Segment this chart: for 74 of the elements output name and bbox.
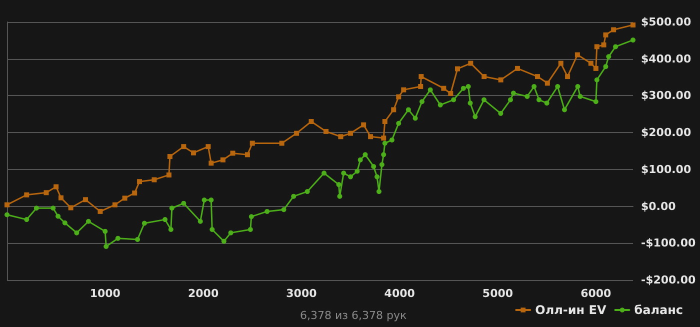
point — [535, 74, 540, 80]
point — [441, 86, 446, 91]
point — [603, 32, 608, 38]
point — [166, 172, 172, 178]
point — [498, 77, 504, 82]
point — [558, 60, 564, 66]
point — [574, 52, 580, 58]
point — [152, 177, 157, 182]
point — [382, 119, 388, 124]
point — [58, 195, 64, 200]
point — [181, 144, 186, 150]
point — [361, 122, 366, 128]
x-tick-label: 6000 — [580, 287, 612, 300]
point — [98, 208, 103, 214]
point — [308, 119, 314, 124]
point — [112, 202, 118, 208]
point — [593, 66, 598, 71]
point — [448, 91, 454, 96]
point — [68, 205, 74, 210]
y-tick-label: -$200.00 — [641, 274, 696, 286]
y-tick-label: $500.00 — [641, 16, 692, 28]
point — [24, 192, 30, 198]
point — [588, 60, 594, 66]
point — [279, 140, 284, 146]
point — [190, 150, 196, 156]
point — [244, 152, 250, 158]
y-tick-label: $0.00 — [641, 200, 676, 213]
x-tick-label: 1000 — [90, 287, 121, 300]
point — [230, 150, 236, 156]
point — [208, 160, 214, 166]
point — [44, 190, 49, 196]
point — [401, 87, 406, 92]
legend-label: баланс — [634, 303, 684, 317]
point — [611, 27, 616, 32]
x-tick-label: 3000 — [286, 287, 318, 300]
point — [167, 154, 172, 160]
point — [348, 130, 354, 136]
point — [381, 136, 386, 141]
point — [468, 60, 474, 66]
point — [122, 196, 128, 201]
point — [206, 144, 211, 150]
point — [514, 66, 520, 71]
point — [250, 140, 255, 146]
text: 6,378 из 6,378 рук — [300, 309, 407, 322]
point — [601, 42, 606, 48]
point — [391, 107, 396, 112]
point — [83, 197, 88, 202]
point — [323, 128, 328, 134]
point — [455, 66, 460, 72]
point — [338, 134, 344, 140]
point — [132, 190, 138, 196]
y-tick-label: $300.00 — [641, 89, 692, 102]
point — [482, 74, 487, 80]
y-tick-label: $400.00 — [641, 52, 692, 66]
y-tick-label: $200.00 — [641, 126, 692, 140]
point — [544, 80, 550, 86]
point — [54, 184, 59, 190]
point — [396, 94, 402, 100]
x-tick-label: 5000 — [482, 287, 514, 300]
y-tick-label: -$100.00 — [641, 236, 696, 250]
point — [368, 134, 374, 140]
point — [294, 130, 300, 136]
point — [630, 22, 636, 28]
y-tick-label: $100.00 — [641, 162, 692, 176]
legend-label: Олл-ин EV — [535, 303, 607, 317]
point — [594, 44, 600, 50]
point — [137, 179, 142, 184]
point — [418, 74, 424, 80]
point — [4, 202, 10, 208]
x-tick-label: 4000 — [384, 287, 416, 300]
x-tick-label: 2000 — [188, 287, 219, 300]
point — [418, 84, 424, 89]
point — [565, 74, 570, 80]
point — [220, 157, 226, 162]
